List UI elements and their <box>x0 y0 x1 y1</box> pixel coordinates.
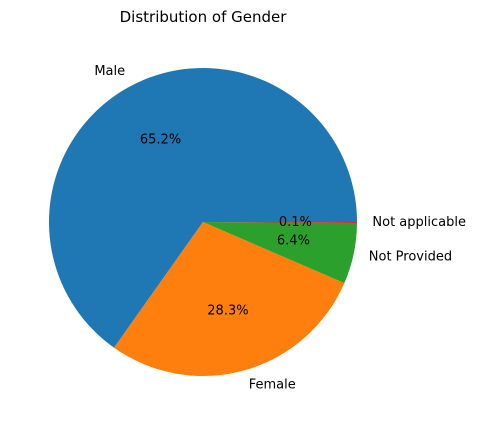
pie-slice-not-applicable <box>203 222 357 223</box>
pie-labels: Male 65.2% Female 28.3% Not Provided 6.4% Not … <box>94 64 466 393</box>
slice-pct-male: 65.2% <box>140 132 181 147</box>
slice-label-female: Female <box>249 378 296 393</box>
pie-slice-not-provided <box>203 222 357 284</box>
pie-slices <box>48 67 358 376</box>
slice-label-not-provided: Not Provided <box>369 249 452 264</box>
pie-slice-male <box>48 67 358 348</box>
slice-pct-female: 28.3% <box>207 303 248 318</box>
slice-pct-not-applicable: 0.1% <box>279 215 312 230</box>
slice-label-not-applicable: Not applicable <box>372 215 466 230</box>
slice-label-male: Male <box>94 64 125 79</box>
slice-pct-not-provided: 6.4% <box>277 234 310 249</box>
pie-slice-female <box>114 222 345 376</box>
chart-title: Distribution of Gender <box>120 8 288 26</box>
